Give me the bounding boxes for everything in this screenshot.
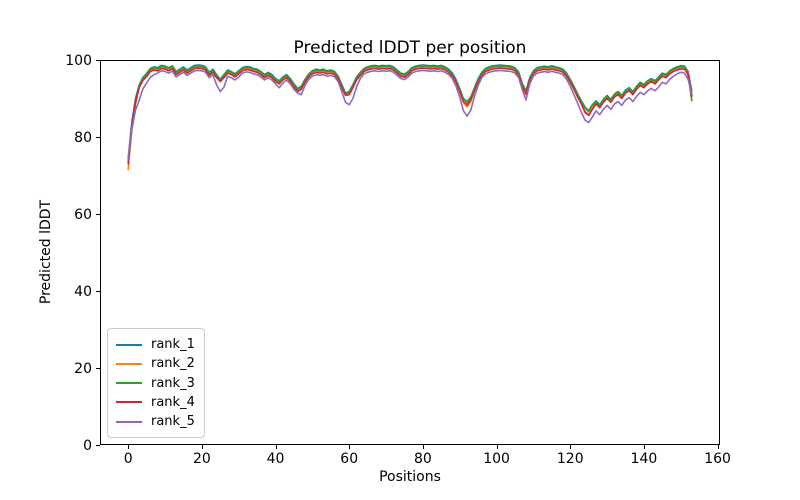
x-tick-label: 120 — [557, 451, 584, 467]
x-tick-label: 100 — [483, 451, 510, 467]
y-tick-label: 80 — [74, 130, 92, 146]
x-tick-label: 60 — [340, 451, 358, 467]
y-tick-label: 60 — [74, 207, 92, 223]
x-tick-label: 20 — [193, 451, 211, 467]
y-tick-label: 100 — [65, 53, 92, 69]
x-tick-label: 80 — [414, 451, 432, 467]
legend-entry-rank-3: rank_3 — [116, 375, 196, 392]
legend-label: rank_1 — [151, 337, 195, 352]
legend-label: rank_3 — [151, 375, 195, 391]
legend-entry-rank-5: rank_5 — [116, 413, 196, 430]
series-line-rank_1 — [127, 64, 693, 159]
axes-frame — [100, 60, 720, 445]
legend-entry-rank-2: rank_2 — [116, 355, 196, 372]
legend-entry-rank-4: rank_4 — [116, 394, 196, 411]
x-axis-label: Positions — [379, 469, 441, 485]
series-line-rank_3 — [127, 65, 693, 163]
x-tick-label: 160 — [704, 451, 731, 467]
y-axis-label: Predicted lDDT — [38, 199, 54, 305]
legend-label: rank_2 — [151, 356, 195, 372]
x-tick-label: 140 — [631, 451, 658, 467]
y-tick-label: 40 — [74, 284, 92, 300]
x-tick-label: 0 — [124, 451, 133, 467]
legend-line-swatch-rank-1 — [116, 343, 142, 346]
series-line-rank_4 — [127, 67, 693, 165]
legend-line-swatch-rank-2 — [116, 362, 142, 365]
chart-title: Predicted lDDT per position — [293, 38, 527, 58]
y-tick-label: 0 — [83, 438, 92, 454]
legend-label: rank_4 — [151, 394, 195, 410]
series-line-rank_2 — [127, 65, 693, 171]
y-tick-label: 20 — [74, 361, 92, 377]
legend-line-swatch-rank-4 — [116, 401, 142, 404]
x-tick-label: 40 — [267, 451, 285, 467]
series-line-rank_5 — [127, 69, 693, 161]
legend-line-swatch-rank-5 — [116, 420, 142, 423]
legend-entry-rank-1: rank_1 — [116, 336, 196, 353]
legend: rank_1 rank_2 rank_3 rank_4 rank_5 — [107, 328, 205, 438]
legend-line-swatch-rank-3 — [116, 382, 142, 384]
legend-label: rank_5 — [151, 414, 195, 429]
